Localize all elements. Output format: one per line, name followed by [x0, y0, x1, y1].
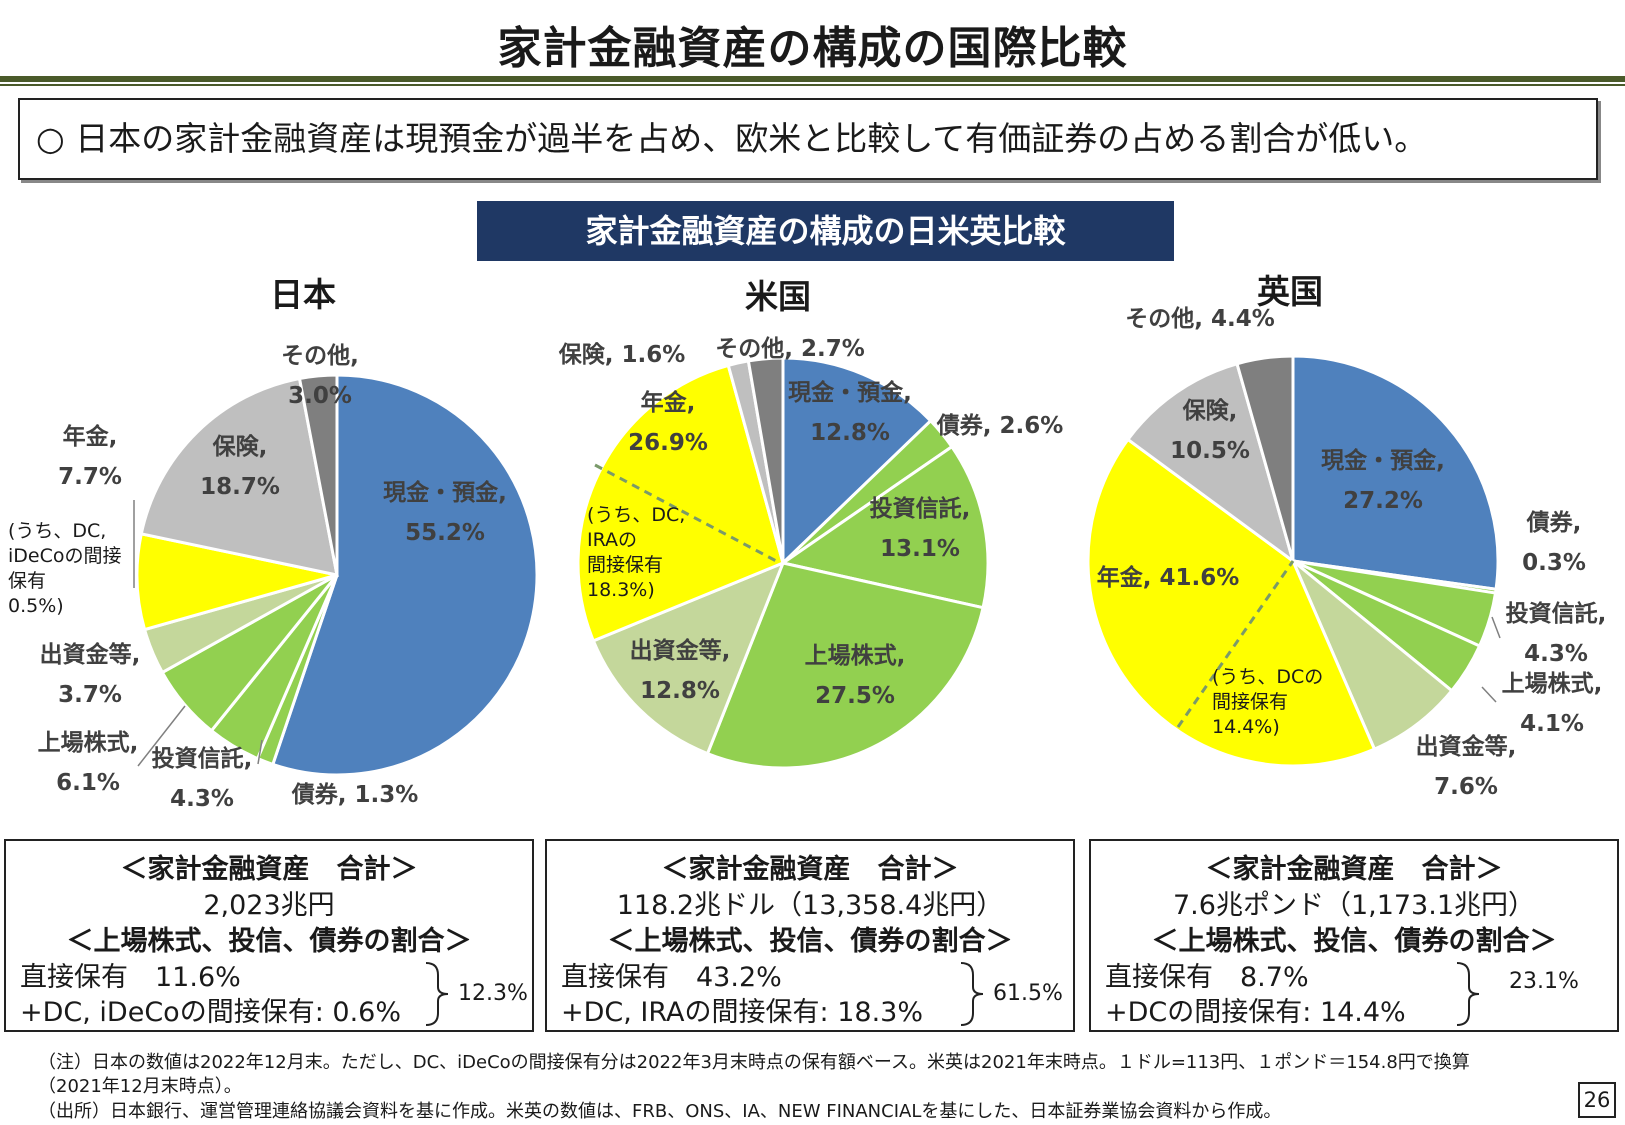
data-label-us-0: 現金・預金, 12.8%	[788, 379, 912, 446]
ratio-heading: ＜上場株式、投信、債券の割合＞	[66, 926, 472, 957]
ratio-total: 61.5%	[993, 981, 1063, 1006]
annotation-japan: (うち、DC, iDeCoの間接保有 0.5%)	[8, 520, 122, 617]
data-label-japan-2: 投資信託, 4.3%	[152, 745, 253, 812]
data-label-uk-0: 現金・預金, 27.2%	[1321, 447, 1445, 514]
data-label-us-5: 年金, 26.9%	[628, 389, 708, 456]
direct-holding: 直接保有 43.2%	[561, 962, 782, 993]
pie-slice-japan-7	[297, 373, 339, 576]
data-label-uk-6: 保険, 10.5%	[1170, 397, 1250, 464]
ratio-heading: ＜上場株式、投信、債券の割合＞	[607, 926, 1013, 957]
summary-box: ○ 日本の家計金融資産は現預金が過半を占め、欧米と比較して有価証券の占める割合が…	[18, 98, 1598, 180]
pie-slice-japan-5	[135, 532, 338, 632]
annotation-us: (うち、DC, IRAの間接保有 18.3%)	[587, 504, 685, 601]
ratio-heading: ＜上場株式、投信、債券の割合＞	[1151, 926, 1557, 957]
brace-icon	[960, 962, 984, 1026]
pie-slice-uk-5	[1086, 437, 1377, 768]
totals-amount: 7.6兆ポンド（1,173.1兆円）	[1173, 890, 1535, 921]
data-label-us-1: 債券, 2.6%	[936, 412, 1064, 439]
indirect-holding: +DCの間接保有: 14.4%	[1105, 997, 1406, 1028]
pie-slice-us-4	[591, 560, 786, 756]
page-title: 家計金融資産の構成の国際比較	[497, 23, 1128, 74]
pie-slice-uk-7	[1235, 354, 1295, 562]
data-label-japan-7: その他, 3.0%	[281, 343, 359, 409]
totals-heading: ＜家計金融資産 合計＞	[120, 854, 418, 885]
indirect-holding: +DC, IRAの間接保有: 18.3%	[561, 997, 923, 1028]
totals-amount: 2,023兆円	[203, 890, 335, 921]
direct-holding: 直接保有 8.7%	[1105, 962, 1309, 993]
pie-charts: 現金・預金, 55.2%債券, 1.3%投資信託, 4.3%上場株式, 6.1%出資金…	[8, 306, 1607, 812]
pie-slice-japan-6	[139, 376, 339, 577]
footnote: （注）日本の数値は2022年12月末。ただし、DC、iDeCoの間接保有分は20…	[38, 1052, 1470, 1073]
pie-slice-uk-4	[1291, 559, 1454, 752]
ratio-total: 12.3%	[458, 981, 528, 1006]
data-label-us-3: 上場株式, 27.5%	[805, 643, 906, 709]
totals-heading: ＜家計金融資産 合計＞	[1205, 854, 1503, 885]
data-label-japan-1: 債券, 1.3%	[291, 781, 419, 808]
brace-icon	[425, 962, 449, 1026]
footnote-continued: （2021年12月末時点）。	[38, 1076, 242, 1097]
pie-slice-uk-0	[1291, 354, 1500, 591]
data-label-us-2: 投資信託, 13.1%	[870, 495, 971, 562]
data-label-uk-2: 投資信託, 4.3%	[1506, 600, 1607, 667]
leader-line-uk-0	[1491, 616, 1501, 639]
data-label-us-6: 保険, 1.6%	[558, 341, 686, 368]
pension-split-line-uk	[1176, 560, 1295, 728]
chart-banner: 家計金融資産の構成の日米英比較	[477, 201, 1174, 261]
pension-split-line-us	[594, 463, 781, 565]
page-number: 26	[1578, 1082, 1616, 1118]
data-label-japan-0: 現金・預金, 55.2%	[383, 479, 507, 546]
chart-title-japan: 日本	[270, 275, 336, 314]
chart-title-us: 米国	[745, 277, 811, 316]
leader-line-uk-1	[1481, 686, 1497, 703]
data-label-us-7: その他, 2.7%	[715, 336, 865, 362]
data-label-japan-5: 年金, 7.7%	[58, 423, 122, 490]
data-label-uk-5: 年金, 41.6%	[1097, 564, 1240, 591]
totals-box-uk: ＜家計金融資産 合計＞ 7.6兆ポンド（1,173.1兆円） ＜上場株式、投信、…	[1089, 839, 1619, 1032]
indirect-holding: +DC, iDeCoの間接保有: 0.6%	[20, 997, 401, 1028]
source-note: （出所）日本銀行、運営管理連絡協議会資料を基に作成。米英の数値は、FRB、ONS…	[38, 1101, 1282, 1122]
totals-heading: ＜家計金融資産 合計＞	[661, 854, 959, 885]
summary-text: ○ 日本の家計金融資産は現預金が過半を占め、欧米と比較して有価証券の占める割合が…	[36, 119, 1428, 158]
direct-holding: 直接保有 11.6%	[20, 962, 241, 993]
chart-title-uk: 英国	[1257, 272, 1323, 311]
data-label-us-4: 出資金等, 12.8%	[630, 637, 731, 704]
annotation-uk: (うち、DCの間接保有 14.4%)	[1212, 666, 1323, 738]
pie-slice-us-7	[746, 356, 785, 564]
data-label-uk-1: 債券, 0.3%	[1522, 509, 1586, 576]
data-label-japan-4: 出資金等, 3.7%	[40, 641, 141, 708]
pie-slice-japan-0	[270, 373, 539, 777]
leader-line-japan-0	[257, 739, 263, 765]
title-rule	[0, 76, 1625, 82]
title-rule-thin	[0, 84, 1625, 86]
totals-amount: 118.2兆ドル（13,358.4兆円）	[616, 890, 1004, 921]
data-label-japan-3: 上場株式, 6.1%	[38, 730, 139, 796]
pie-slice-us-5	[576, 363, 785, 643]
leader-line-japan-1	[137, 705, 186, 767]
totals-box-us: ＜家計金融資産 合計＞ 118.2兆ドル（13,358.4兆円） ＜上場株式、投…	[545, 839, 1075, 1032]
data-label-uk-7: その他, 4.4%	[1125, 306, 1275, 332]
totals-box-japan: ＜家計金融資産 合計＞ 2,023兆円 ＜上場株式、投信、債券の割合＞ 直接保有…	[4, 839, 534, 1032]
pie-slice-us-0	[781, 356, 933, 567]
pie-slice-us-2	[779, 444, 990, 610]
ratio-total: 23.1%	[1509, 969, 1579, 994]
data-label-uk-4: 出資金等, 7.6%	[1416, 733, 1517, 800]
data-label-uk-3: 上場株式, 4.1%	[1502, 671, 1603, 737]
data-label-japan-6: 保険, 18.7%	[200, 433, 280, 500]
pie-slice-uk-6	[1125, 361, 1296, 565]
pie-slice-us-3	[705, 561, 985, 770]
brace-icon	[1456, 962, 1480, 1026]
